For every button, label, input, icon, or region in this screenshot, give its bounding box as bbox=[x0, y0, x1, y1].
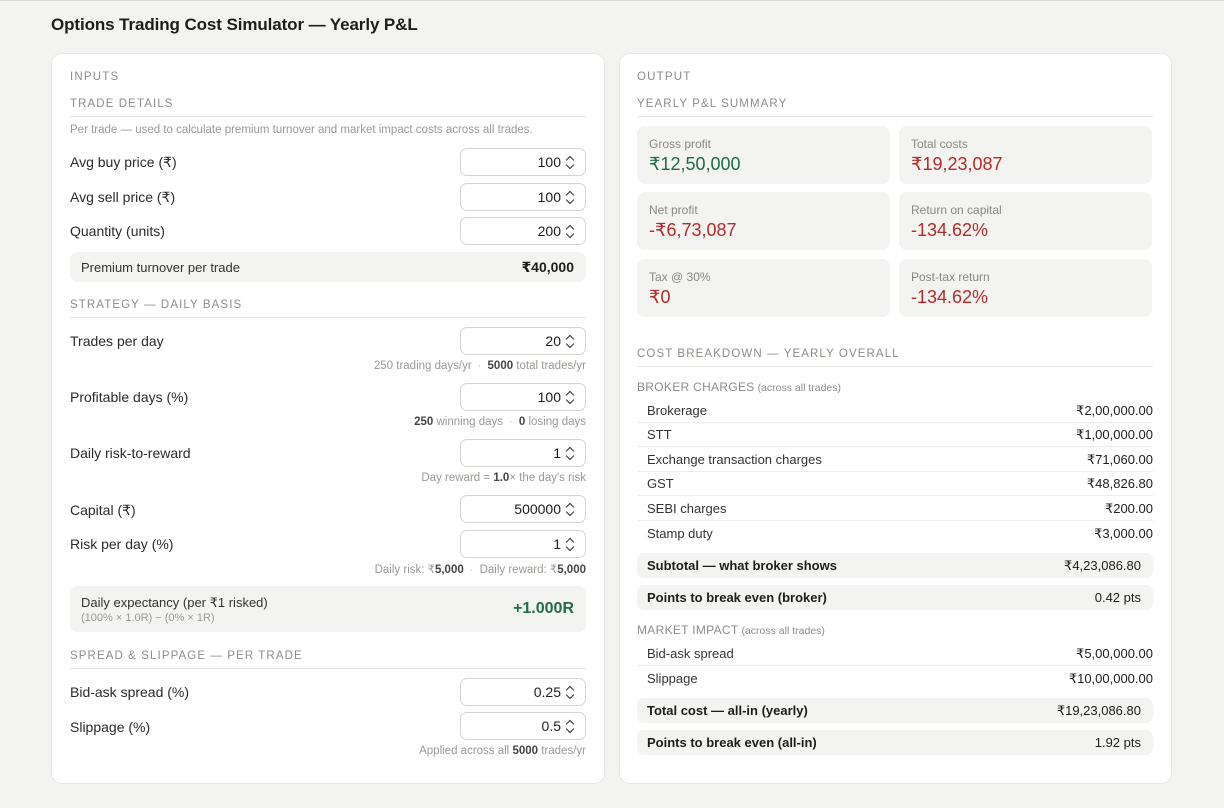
stepper-icon[interactable] bbox=[566, 334, 575, 348]
spread-slippage-heading: SPREAD & SLIPPAGE — PER TRADE bbox=[70, 650, 586, 669]
risk-reward-hint: Day reward = 1.0× the day's risk bbox=[421, 472, 586, 484]
net-profit-label: Net profit bbox=[649, 203, 698, 217]
return-on-capital-card: Return on capital -134.62% bbox=[899, 192, 1152, 250]
broker-row-stamp-duty: Stamp duty ₹3,000.00 bbox=[647, 526, 1153, 541]
stepper-icon[interactable] bbox=[566, 224, 575, 238]
broker-row-sebi: SEBI charges ₹200.00 bbox=[637, 497, 1153, 521]
total-cost-all-in: Total cost — all-in (yearly) ₹19,23,086.8… bbox=[637, 698, 1153, 723]
tax-value: ₹0 bbox=[649, 287, 671, 307]
top-divider bbox=[0, 0, 1224, 1]
summary-heading: YEARLY P&L SUMMARY bbox=[637, 98, 1153, 117]
all-in-breakeven: Points to break even (all-in) 1.92 pts bbox=[637, 730, 1153, 755]
gross-profit-card: Gross profit ₹12,50,000 bbox=[637, 126, 890, 184]
stepper-icon[interactable] bbox=[566, 502, 575, 516]
output-panel: OUTPUT YEARLY P&L SUMMARY Gross profit ₹… bbox=[619, 53, 1172, 784]
trade-details-note: Per trade — used to calculate premium tu… bbox=[70, 124, 533, 136]
trades-per-day-input[interactable]: 20 bbox=[460, 327, 586, 355]
gross-profit-label: Gross profit bbox=[649, 137, 712, 151]
broker-charges-label: BROKER CHARGES (across all trades) bbox=[637, 380, 842, 394]
avg-sell-price-label: Avg sell price (₹) bbox=[70, 189, 176, 205]
bid-ask-spread-label: Bid-ask spread (%) bbox=[70, 684, 190, 700]
avg-buy-price-label: Avg buy price (₹) bbox=[70, 154, 177, 170]
gross-profit-value: ₹12,50,000 bbox=[649, 154, 741, 174]
capital-label: Capital (₹) bbox=[70, 502, 136, 518]
output-panel-label: OUTPUT bbox=[637, 71, 692, 83]
risk-per-day-label: Risk per day (%) bbox=[70, 536, 174, 552]
tax-label: Tax @ 30% bbox=[649, 270, 711, 284]
broker-row-gst: GST ₹48,826.80 bbox=[637, 472, 1153, 496]
trades-per-day-label: Trades per day bbox=[70, 333, 164, 349]
broker-row-brokerage: Brokerage ₹2,00,000.00 bbox=[637, 399, 1153, 423]
risk-reward-label: Daily risk-to-reward bbox=[70, 445, 191, 461]
stepper-icon[interactable] bbox=[566, 390, 575, 404]
profitable-days-label: Profitable days (%) bbox=[70, 389, 189, 405]
page-title: Options Trading Cost Simulator — Yearly … bbox=[51, 15, 418, 34]
quantity-label: Quantity (units) bbox=[70, 223, 165, 239]
total-costs-value: ₹19,23,087 bbox=[911, 154, 1003, 174]
net-profit-card: Net profit -₹6,73,087 bbox=[637, 192, 890, 250]
slippage-input[interactable]: 0.5 bbox=[460, 712, 586, 740]
daily-expectancy-label: Daily expectancy (per ₹1 risked) bbox=[81, 595, 268, 610]
risk-per-day-input[interactable]: 1 bbox=[460, 530, 586, 558]
quantity-input[interactable]: 200 bbox=[460, 217, 586, 245]
avg-sell-price-input[interactable]: 100 bbox=[460, 183, 586, 211]
daily-expectancy-box: Daily expectancy (per ₹1 risked) (100% ×… bbox=[70, 586, 586, 632]
cost-breakdown-heading: COST BREAKDOWN — YEARLY OVERALL bbox=[637, 348, 1153, 367]
stepper-icon[interactable] bbox=[566, 685, 575, 699]
stepper-icon[interactable] bbox=[566, 446, 575, 460]
premium-turnover-box: Premium turnover per trade ₹40,000 bbox=[70, 252, 586, 282]
broker-subtotal: Subtotal — what broker shows ₹4,23,086.80 bbox=[637, 553, 1153, 578]
broker-row-exchange: Exchange transaction charges ₹71,060.00 bbox=[637, 448, 1153, 472]
stepper-icon[interactable] bbox=[566, 537, 575, 551]
spread-hint: Applied across all 5000 trades/yr bbox=[419, 745, 586, 757]
profitable-days-hint: 250 winning days · 0 losing days bbox=[414, 416, 586, 428]
inputs-panel-label: INPUTS bbox=[70, 71, 120, 83]
trade-details-heading: TRADE DETAILS bbox=[70, 98, 586, 117]
market-row-bid-ask: Bid-ask spread ₹5,00,000.00 bbox=[637, 642, 1153, 666]
stepper-icon[interactable] bbox=[566, 155, 575, 169]
total-costs-label: Total costs bbox=[911, 137, 968, 151]
profitable-days-input[interactable]: 100 bbox=[460, 383, 586, 411]
slippage-label: Slippage (%) bbox=[70, 719, 151, 735]
return-on-capital-value: -134.62% bbox=[911, 220, 989, 240]
market-impact-label: MARKET IMPACT (across all trades) bbox=[637, 623, 825, 637]
risk-per-day-hint: Daily risk: ₹5,000 · Daily reward: ₹5,000 bbox=[374, 564, 586, 576]
trades-hint: 250 trading days/yr · 5000 total trades/yr bbox=[373, 360, 586, 372]
return-on-capital-label: Return on capital bbox=[911, 203, 1002, 217]
stepper-icon[interactable] bbox=[566, 719, 575, 733]
broker-row-stt: STT ₹1,00,000.00 bbox=[637, 423, 1153, 447]
post-tax-return-value: -134.62% bbox=[911, 287, 989, 307]
tax-card: Tax @ 30% ₹0 bbox=[637, 259, 890, 317]
bid-ask-spread-input[interactable]: 0.25 bbox=[460, 678, 586, 706]
stepper-icon[interactable] bbox=[566, 190, 575, 204]
post-tax-return-card: Post-tax return -134.62% bbox=[899, 259, 1152, 317]
daily-expectancy-formula: (100% × 1.0R) − (0% × 1R) bbox=[81, 612, 215, 624]
broker-breakeven: Points to break even (broker) 0.42 pts bbox=[637, 585, 1153, 610]
market-row-slippage: Slippage ₹10,00,000.00 bbox=[647, 671, 1153, 686]
inputs-panel: INPUTS TRADE DETAILS Per trade — used to… bbox=[51, 53, 605, 784]
net-profit-value: -₹6,73,087 bbox=[649, 220, 737, 240]
avg-buy-price-input[interactable]: 100 bbox=[460, 148, 586, 176]
total-costs-card: Total costs ₹19,23,087 bbox=[899, 126, 1152, 184]
capital-input[interactable]: 500000 bbox=[460, 495, 586, 523]
premium-turnover-label: Premium turnover per trade bbox=[81, 260, 240, 275]
post-tax-return-label: Post-tax return bbox=[911, 270, 990, 284]
risk-reward-input[interactable]: 1 bbox=[460, 439, 586, 467]
daily-expectancy-value: +1.000R bbox=[513, 600, 574, 617]
premium-turnover-value: ₹40,000 bbox=[521, 259, 574, 275]
strategy-heading: STRATEGY — DAILY BASIS bbox=[70, 299, 586, 318]
